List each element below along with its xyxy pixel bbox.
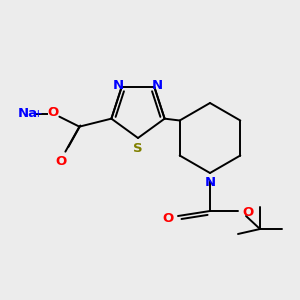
Text: +: + [34, 109, 43, 119]
Text: ⁻: ⁻ [50, 106, 55, 116]
Text: N: N [152, 79, 163, 92]
Text: O: O [56, 155, 67, 168]
Text: Na: Na [17, 107, 38, 120]
Text: O: O [242, 206, 253, 220]
Text: N: N [113, 79, 124, 92]
Text: N: N [204, 176, 216, 190]
Text: O: O [48, 106, 59, 119]
Text: S: S [133, 142, 143, 154]
Text: O: O [162, 212, 174, 224]
